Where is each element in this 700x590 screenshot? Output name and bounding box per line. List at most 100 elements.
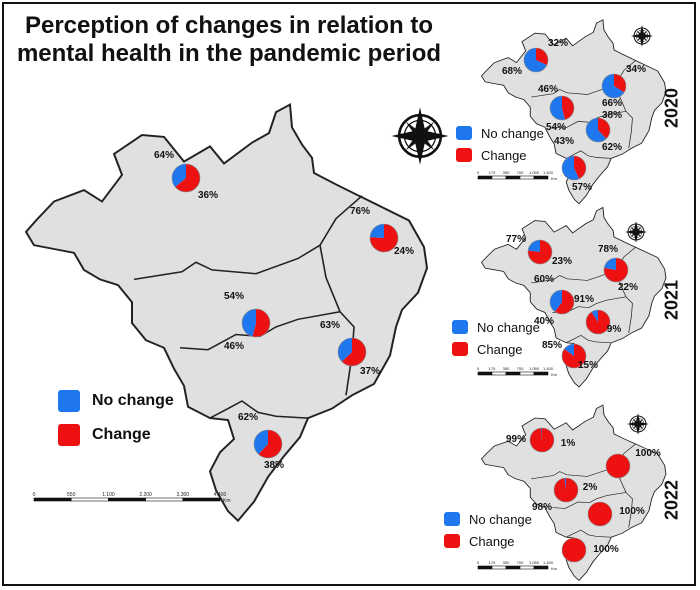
- pie-slice-change: [252, 309, 271, 337]
- pie-label-no-change: 22%: [618, 282, 638, 293]
- pie-chart: 43% 57%: [554, 136, 592, 193]
- pie-outline: [549, 95, 575, 121]
- no-change-swatch: [444, 512, 460, 526]
- pie-outline: [253, 429, 283, 459]
- no-change-swatch: [452, 320, 468, 334]
- page-title: Perception of changes in relation to men…: [16, 12, 442, 67]
- pie-label-no-change: 24%: [394, 246, 414, 257]
- scale-segment: [533, 565, 549, 570]
- legend-2021: No change Change: [452, 316, 540, 360]
- legend-change: Change: [58, 418, 174, 452]
- scale-tick-label: 350: [503, 560, 510, 565]
- pie-label-change: 34%: [626, 64, 646, 75]
- scale-segment: [519, 565, 535, 570]
- pie-slice-change: [529, 428, 554, 453]
- pie-outline: [337, 337, 367, 367]
- scale-tick-label: 0: [477, 170, 480, 175]
- pie-label-change: 38%: [602, 110, 622, 121]
- scale-tick-label: 550: [67, 492, 76, 498]
- scale-tick-label: 1.050: [529, 366, 540, 371]
- scale-unit: Km: [551, 566, 558, 571]
- pie-slice-no-change: [171, 164, 186, 187]
- pie-label-no-change: 40%: [534, 316, 554, 327]
- pie-chart: 91% 9%: [574, 294, 621, 335]
- scale-unit: Km: [223, 498, 231, 504]
- compass-icon: [390, 106, 450, 166]
- pie-outline: [601, 73, 627, 99]
- pie-label-change: 100%: [593, 544, 619, 555]
- pie-slice-change: [341, 338, 367, 366]
- scale-tick-label: 1.400: [543, 560, 554, 565]
- scale-tick-label: 2.200: [139, 492, 152, 498]
- pie-slice-no-change: [591, 310, 598, 322]
- legend-label: No change: [92, 392, 174, 409]
- scale-segment: [33, 497, 72, 502]
- change-swatch: [452, 342, 468, 356]
- pie-outline: [585, 117, 611, 143]
- scale-segment: [491, 371, 507, 376]
- pie-outline: [527, 239, 553, 265]
- pie-label-no-change: 15%: [578, 360, 598, 371]
- pie-chart: 34% 66%: [601, 64, 646, 109]
- pie-slice-no-change: [528, 240, 540, 252]
- pie-label-change: 64%: [154, 150, 174, 161]
- scale-tick-label: 3.300: [177, 492, 190, 498]
- pie-slice-no-change: [564, 478, 566, 490]
- pie-outline: [603, 257, 629, 283]
- scale-unit: Km: [551, 372, 558, 377]
- pie-chart: 54% 46%: [224, 291, 271, 352]
- year-label-2020: 2020: [661, 87, 682, 129]
- pie-slice-no-change: [562, 156, 580, 180]
- pie-label-no-change: 9%: [607, 324, 622, 335]
- pie-label-no-change: 54%: [546, 122, 566, 133]
- change-swatch: [456, 148, 472, 162]
- pie-chart: 100%: [561, 537, 619, 563]
- pie-outline: [605, 453, 631, 479]
- pie-slice-no-change: [564, 344, 574, 356]
- pie-layer: 64% 36% 76% 24% 54% 46% 63% 37% 62% 38% 32% 68% 34% 6…: [154, 38, 661, 563]
- pie-label-change: 46%: [538, 84, 558, 95]
- scale-segment: [145, 497, 184, 502]
- pie-slice-change: [614, 74, 627, 93]
- scale-segment: [505, 565, 521, 570]
- scale-segment: [477, 371, 493, 376]
- pie-label-no-change: 1%: [561, 438, 576, 449]
- pie-outline: [529, 427, 555, 453]
- scale-segment: [477, 565, 493, 570]
- pie-chart: 98% 2%: [532, 477, 597, 513]
- scale-tick-label: 0: [33, 492, 36, 498]
- pie-outline: [369, 223, 399, 253]
- scale-tick-label: 700: [517, 560, 524, 565]
- pie-chart: 64% 36%: [154, 150, 218, 201]
- year-label-2021: 2021: [661, 279, 682, 321]
- pie-label-change: 100%: [619, 506, 645, 517]
- legend-2020: No change Change: [456, 122, 544, 166]
- pie-label-no-change: 38%: [264, 460, 284, 471]
- scale-tick-label: 175: [489, 560, 496, 565]
- pie-slice-change: [562, 96, 574, 120]
- pie-outline: [241, 308, 271, 338]
- scale-tick-label: 1.100: [102, 492, 115, 498]
- compass-icon: [626, 412, 650, 436]
- pie-slice-no-change: [338, 338, 352, 362]
- scale-segment: [477, 175, 493, 180]
- main-map: [25, 103, 428, 522]
- scale-tick-label: 175: [489, 366, 496, 371]
- pie-slice-no-change: [550, 96, 565, 120]
- pie-slice-change: [606, 454, 630, 478]
- pie-chart: 76% 24%: [350, 206, 414, 257]
- pie-outline: [549, 289, 575, 315]
- pie-label-no-change: 46%: [224, 341, 244, 352]
- pie-label-no-change: 68%: [502, 66, 522, 77]
- pie-outline: [523, 47, 549, 73]
- pie-chart: 60% 40%: [534, 274, 575, 327]
- pie-slice-change: [588, 502, 612, 526]
- legend-main: No change Change: [58, 384, 174, 452]
- pie-label-change: 60%: [534, 274, 554, 285]
- pie-slice-no-change: [242, 309, 256, 337]
- pie-chart: 100%: [605, 448, 661, 479]
- pie-chart: 78% 22%: [598, 244, 638, 293]
